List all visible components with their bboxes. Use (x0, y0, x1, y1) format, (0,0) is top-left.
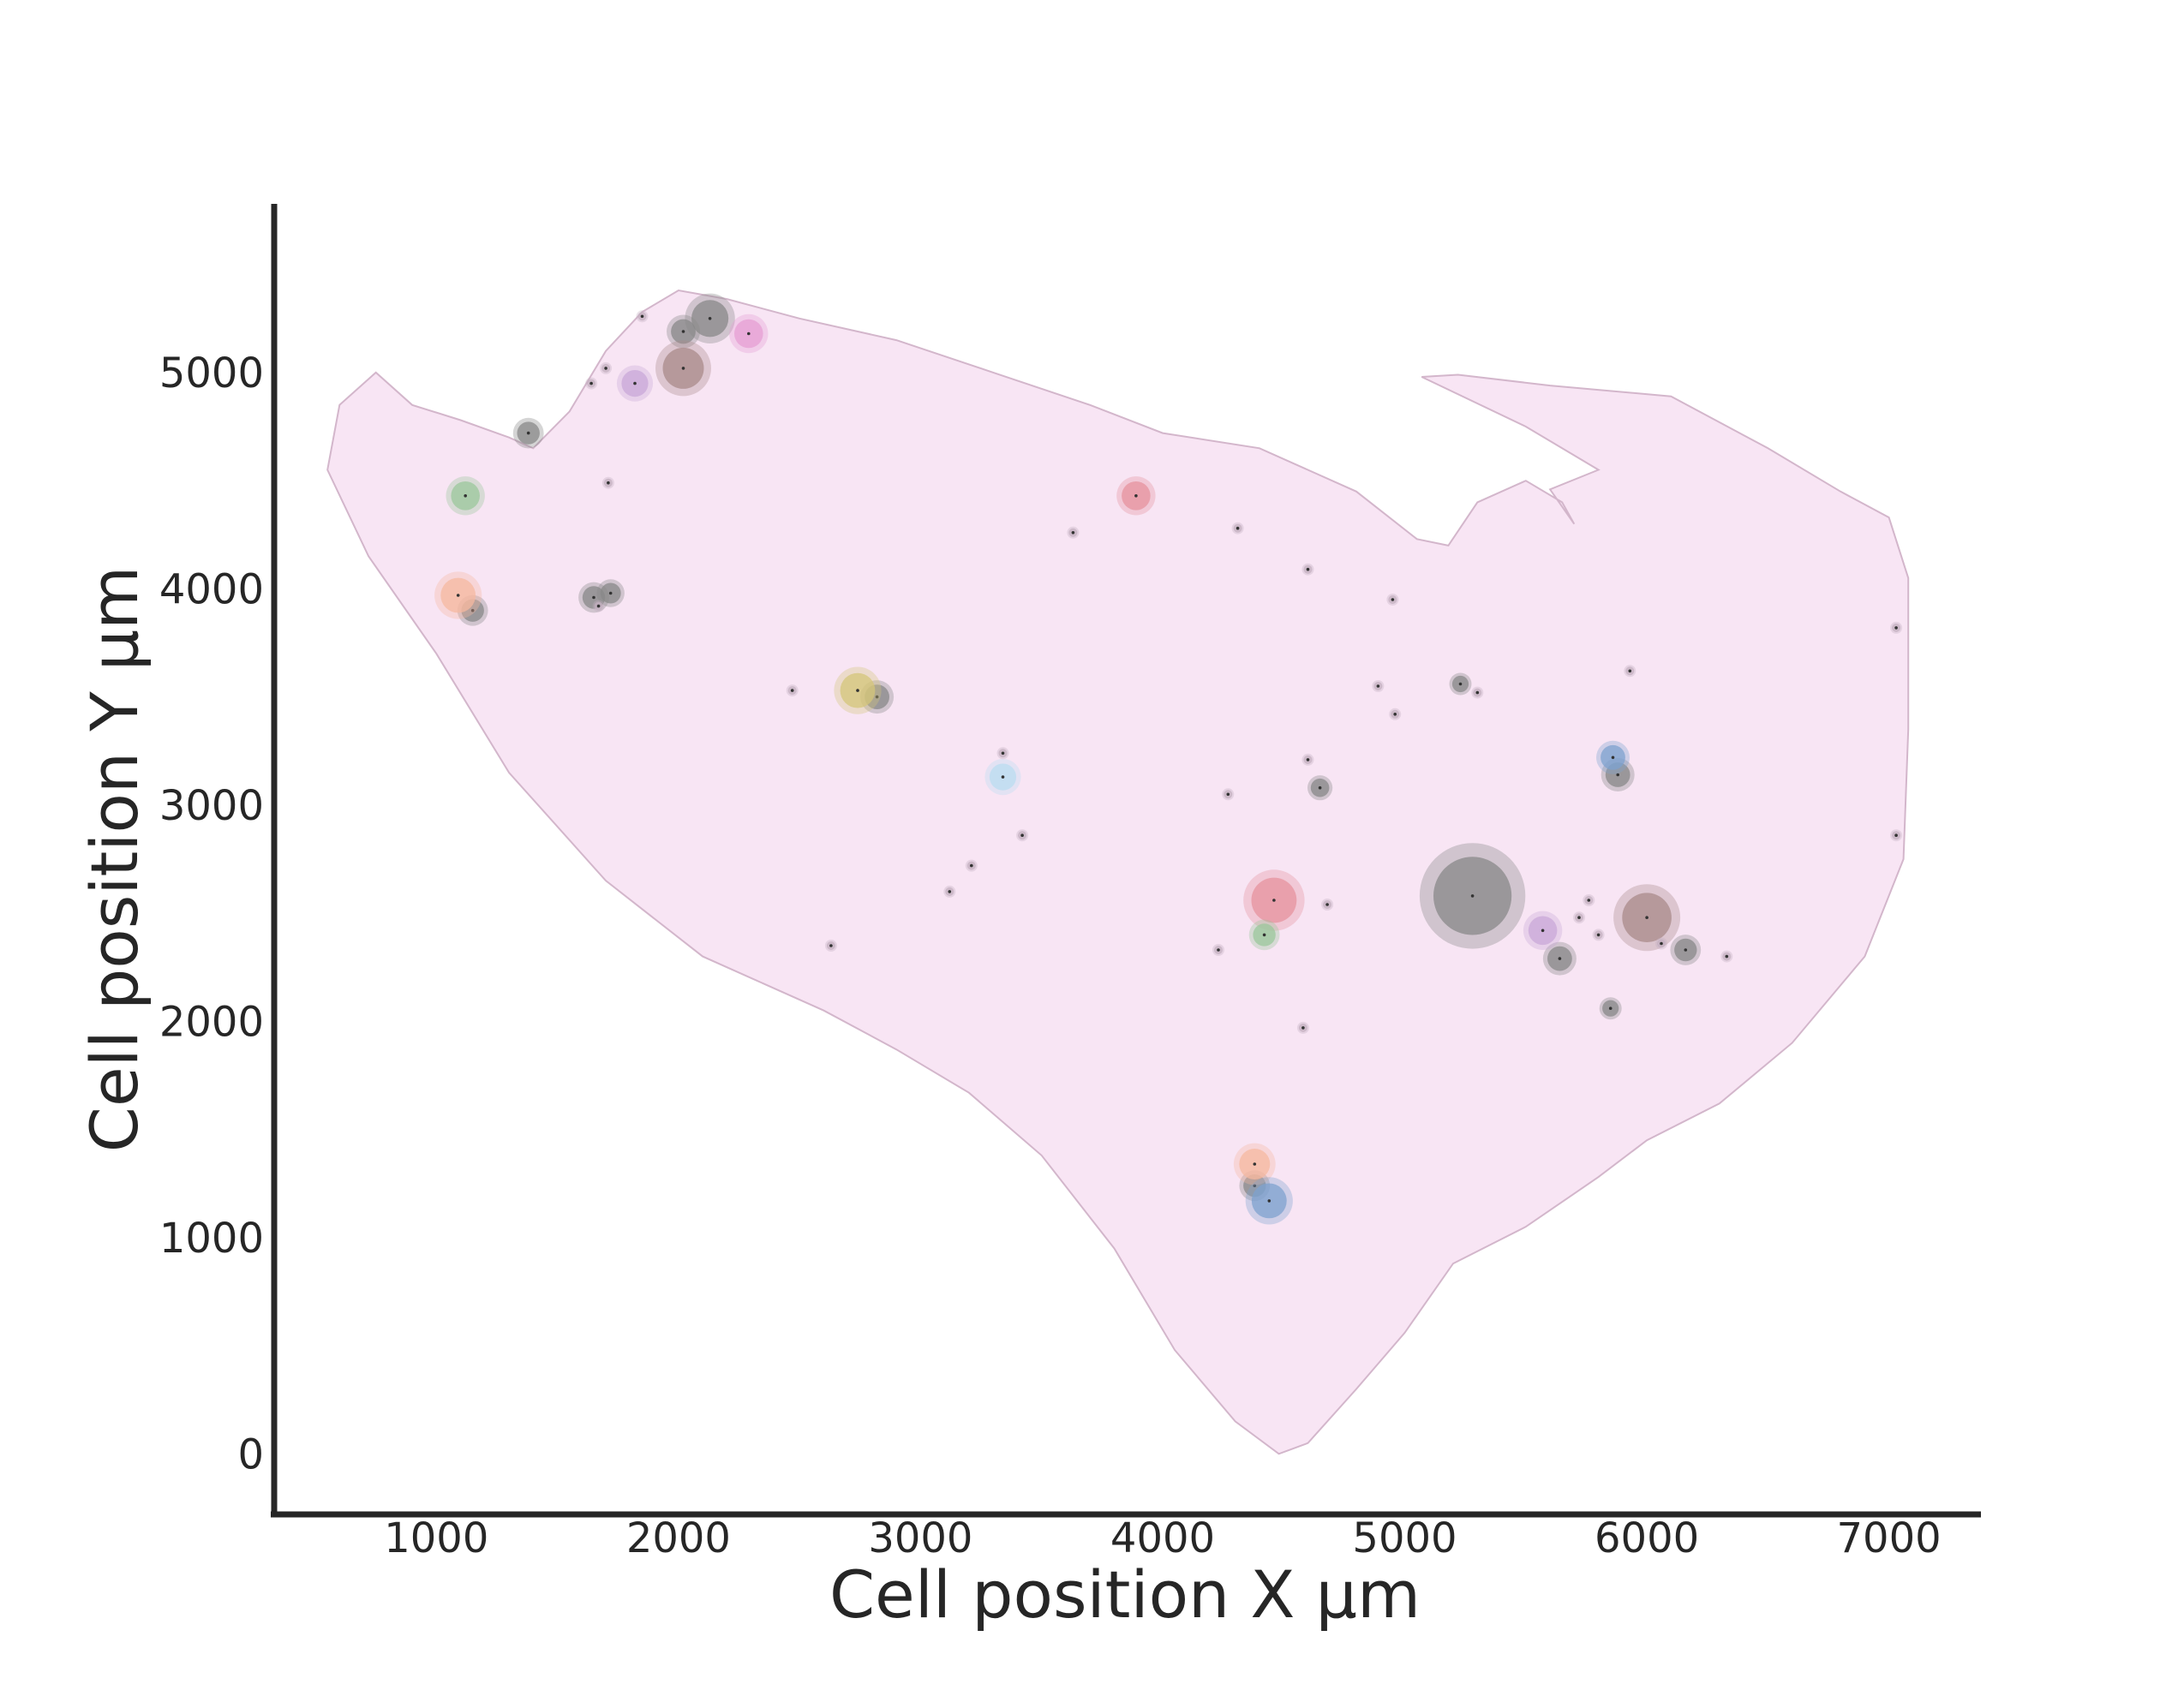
y-tick-label: 3000 (159, 782, 264, 830)
y-tick-label: 2000 (159, 998, 264, 1046)
data-point-center (1001, 751, 1005, 755)
data-point-center (1894, 833, 1898, 837)
data-point-center (1894, 626, 1898, 630)
data-point-center (1301, 1026, 1305, 1030)
data-point-center (1393, 713, 1397, 716)
data-point-center (633, 381, 637, 385)
data-point-center (948, 890, 952, 893)
y-tick-label: 0 (237, 1430, 264, 1478)
data-point-center (681, 330, 685, 333)
x-tick-label: 4000 (1110, 1514, 1215, 1562)
data-point-center (1611, 755, 1615, 760)
data-point-center (1616, 773, 1619, 777)
data-point-center (596, 604, 601, 608)
data-point-center (1725, 954, 1729, 959)
data-point-center (747, 331, 751, 336)
tissue-region (326, 289, 1910, 1455)
data-point-center (1001, 775, 1005, 779)
data-point-center (1306, 567, 1310, 571)
data-point-center (470, 608, 475, 612)
data-point-center (1318, 785, 1322, 790)
data-point-center (464, 494, 467, 498)
data-point-center (1134, 494, 1138, 498)
data-point-center (1071, 531, 1075, 534)
y-axis-ticks: 0 1000 2000 3000 4000 5000 (159, 349, 264, 1478)
x-tick-label: 6000 (1595, 1514, 1699, 1562)
data-point-center (1226, 792, 1230, 797)
data-point-center (526, 431, 530, 435)
data-point-center (1541, 929, 1545, 933)
x-tick-label: 7000 (1837, 1514, 1942, 1562)
data-point-center (604, 367, 607, 370)
x-axis-ticks: 1000 2000 3000 4000 5000 6000 7000 (384, 1514, 1941, 1562)
data-point-center (1660, 941, 1663, 946)
data-point-center (640, 314, 644, 319)
x-tick-label: 2000 (626, 1514, 731, 1562)
data-point-center (1272, 899, 1276, 902)
data-point-center (1253, 1162, 1257, 1166)
data-point-center (875, 695, 879, 699)
data-point-center (1217, 948, 1220, 952)
tissue-region-layer (326, 289, 1910, 1455)
x-tick-label: 5000 (1352, 1514, 1457, 1562)
x-axis-label: Cell position X µm (829, 1556, 1421, 1633)
y-axis-label: Cell position Y µm (76, 566, 153, 1152)
data-point-center (856, 689, 859, 692)
data-point-center (607, 481, 610, 485)
data-point-center (681, 367, 685, 370)
data-point-center (1236, 526, 1240, 530)
data-point-center (1325, 903, 1329, 906)
data-point-center (1391, 598, 1395, 601)
data-point-center (1558, 957, 1562, 960)
y-tick-label: 5000 (159, 349, 264, 397)
data-point-center (1596, 933, 1601, 937)
data-point-center (1628, 669, 1632, 673)
data-point-center (970, 863, 973, 868)
data-point-center (1608, 1006, 1613, 1010)
data-point-center (592, 595, 595, 600)
data-point-center (1458, 682, 1463, 686)
x-tick-label: 1000 (384, 1514, 488, 1562)
data-point-center (1475, 690, 1480, 695)
data-point-center (608, 591, 613, 595)
data-point-center (1684, 948, 1688, 952)
data-point-center (790, 689, 794, 692)
data-point-center (1020, 833, 1024, 837)
data-point-center (1645, 916, 1648, 919)
y-tick-label: 1000 (159, 1215, 264, 1263)
data-point-center (1376, 684, 1380, 688)
data-point-center (1470, 894, 1475, 898)
data-point-center (1306, 758, 1310, 761)
data-points-layer (434, 293, 1903, 1225)
data-point-center (1262, 933, 1266, 937)
data-point-center (708, 317, 712, 320)
data-point-center (1253, 1184, 1257, 1187)
data-point-center (1267, 1199, 1271, 1203)
y-tick-label: 4000 (159, 565, 264, 613)
data-point-center (456, 594, 460, 597)
x-tick-label: 3000 (868, 1514, 972, 1562)
data-point-center (589, 381, 593, 385)
data-point-center (829, 944, 833, 947)
data-point-center (1577, 916, 1581, 919)
data-point-center (1587, 899, 1591, 902)
